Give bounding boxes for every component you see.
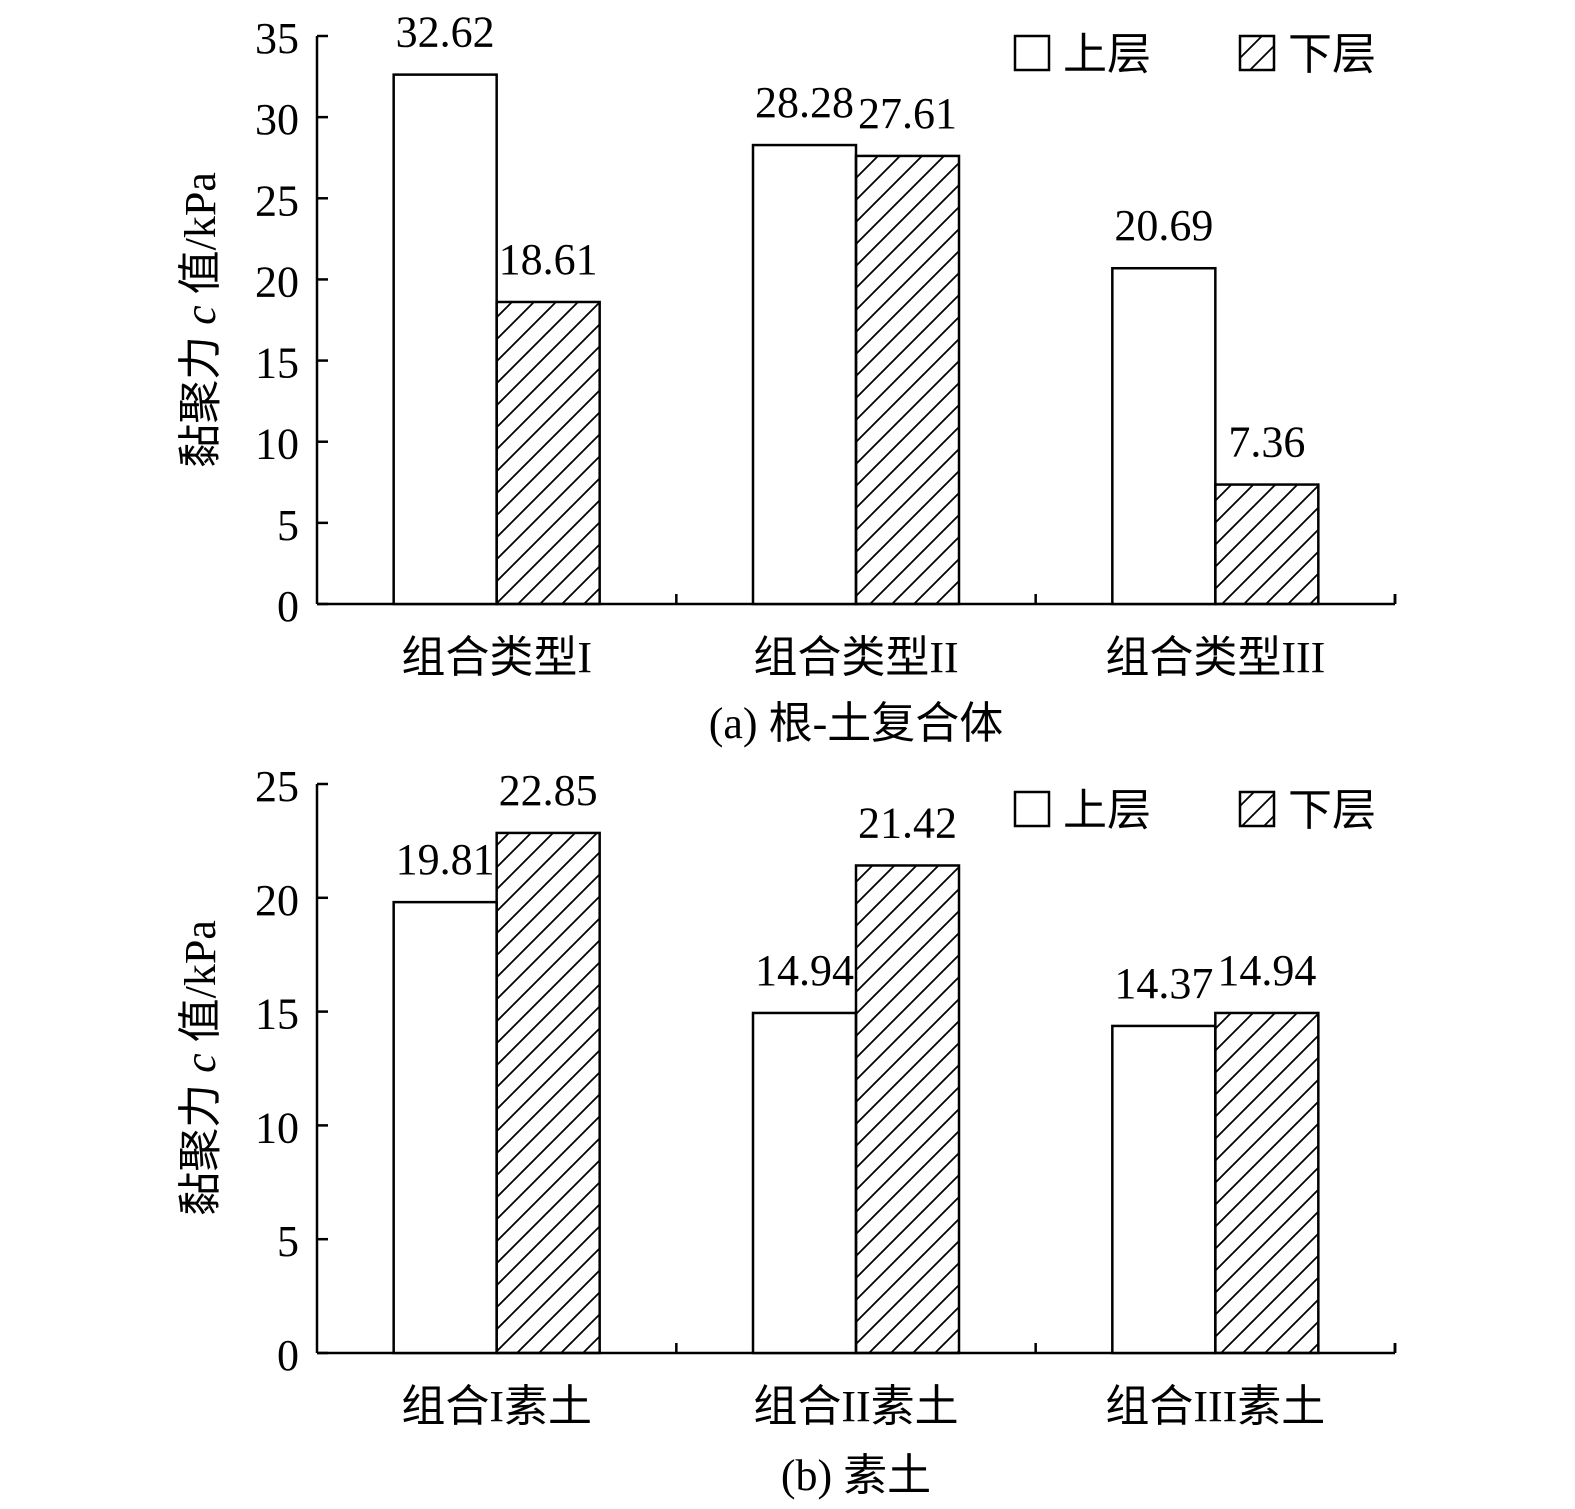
bar-lower-layer: [854, 154, 961, 606]
legend: 上层 下层: [1013, 30, 1376, 79]
y-axis-label-suffix: 值/kPa: [176, 920, 225, 1053]
bar-upper-layer: [1111, 1024, 1217, 1355]
y-tick-label: 5: [277, 1217, 299, 1266]
bar-value-label: 28.28: [755, 78, 854, 127]
bar-upper-layer: [751, 143, 858, 606]
bar-upper-layer: [751, 1011, 858, 1355]
legend: 上层 下层: [1013, 786, 1376, 835]
legend-swatch-upper: [1013, 34, 1051, 72]
x-category-label: 组合III素土: [1105, 1382, 1325, 1431]
bar-upper-layer: [392, 900, 498, 1355]
legend-label-upper: 上层: [1063, 786, 1151, 835]
x-category-label: 组合类型III: [1105, 633, 1325, 682]
y-axis-label-variable: c: [176, 1053, 225, 1073]
legend-swatch-upper: [1013, 790, 1051, 828]
bar-value-label: 14.94: [1217, 946, 1316, 995]
bar-value-label: 20.69: [1114, 201, 1213, 250]
legend-label-lower: 下层: [1288, 30, 1376, 79]
y-tick-label: 5: [277, 501, 299, 550]
bar-lower-layer: [495, 831, 601, 1355]
y-axis-label-prefix: 黏聚力: [176, 1073, 225, 1216]
y-tick-label: 10: [255, 420, 299, 469]
y-axis-label-variable: c: [176, 305, 225, 325]
bar-value-label: 18.61: [499, 235, 598, 284]
x-category-label: 组合II素土: [753, 1382, 958, 1431]
y-tick-label: 15: [255, 339, 299, 388]
panel-caption: (a) 根-土复合体: [709, 699, 1004, 748]
y-tick-label: 25: [255, 762, 299, 811]
legend-swatch-lower: [1238, 34, 1276, 72]
bar-value-label: 7.36: [1228, 418, 1305, 467]
panel-caption: (b) 素土: [781, 1451, 931, 1500]
bar-lower-layer: [1214, 1011, 1320, 1355]
y-tick-label: 30: [255, 95, 299, 144]
y-axis-label-suffix: 值/kPa: [176, 172, 225, 305]
bar-value-label: 21.42: [858, 798, 957, 847]
bar-lower-layer: [495, 300, 601, 606]
y-axis-label: 黏聚力 c 值/kPa: [176, 172, 225, 468]
bar-lower-layer: [1214, 483, 1320, 606]
bar-value-label: 19.81: [396, 835, 495, 884]
legend-swatch-lower: [1238, 790, 1276, 828]
y-tick-label: 25: [255, 176, 299, 225]
legend-label-upper: 上层: [1063, 30, 1151, 79]
y-tick-label: 0: [277, 582, 299, 631]
legend-label-lower: 下层: [1288, 786, 1376, 835]
y-tick-label: 20: [255, 876, 299, 925]
x-category-label: 组合I素土: [401, 1382, 592, 1431]
bar-value-label: 22.85: [499, 766, 598, 815]
bar-value-label: 14.94: [755, 946, 854, 995]
bar-value-label: 27.61: [858, 89, 957, 138]
y-axis-label: 黏聚力 c 值/kPa: [176, 920, 225, 1216]
bar-upper-layer: [392, 73, 498, 606]
x-category-label: 组合类型I: [401, 633, 592, 682]
bar-lower-layer: [854, 864, 961, 1355]
bar-upper-layer: [1111, 266, 1217, 606]
y-axis-label-prefix: 黏聚力: [176, 325, 225, 468]
y-tick-label: 20: [255, 257, 299, 306]
x-category-label: 组合类型II: [753, 633, 958, 682]
bar-value-label: 14.37: [1114, 959, 1213, 1008]
y-tick-label: 0: [277, 1331, 299, 1380]
y-tick-label: 10: [255, 1103, 299, 1152]
y-tick-label: 15: [255, 990, 299, 1039]
y-tick-label: 35: [255, 14, 299, 63]
panel-a-root-soil-composite: 0 5 10 15 20 25 30 35 黏聚力 c 值/kPa 32.62 18.61 组合类型I…: [176, 8, 1397, 748]
bar-value-label: 32.62: [396, 8, 495, 57]
